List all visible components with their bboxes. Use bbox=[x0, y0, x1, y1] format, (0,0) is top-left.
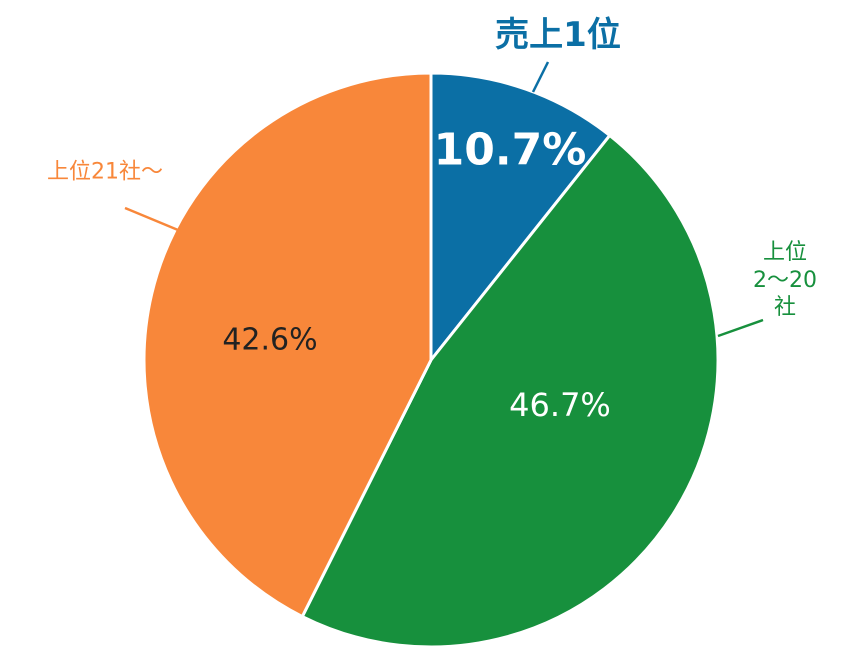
pie-slice bbox=[142, 71, 433, 619]
category-label: 上位21社〜 bbox=[47, 159, 163, 185]
leader-line bbox=[531, 61, 550, 93]
leader-line bbox=[124, 206, 179, 232]
leader-line bbox=[717, 318, 764, 338]
category-label: 売上1位 bbox=[495, 14, 621, 55]
pie-slice bbox=[429, 71, 612, 365]
value-label: 10.7% bbox=[433, 124, 587, 176]
value-label: 46.7% bbox=[509, 386, 611, 424]
category-label: 上位 2〜20社 bbox=[753, 239, 817, 320]
value-label: 42.6% bbox=[222, 322, 318, 358]
